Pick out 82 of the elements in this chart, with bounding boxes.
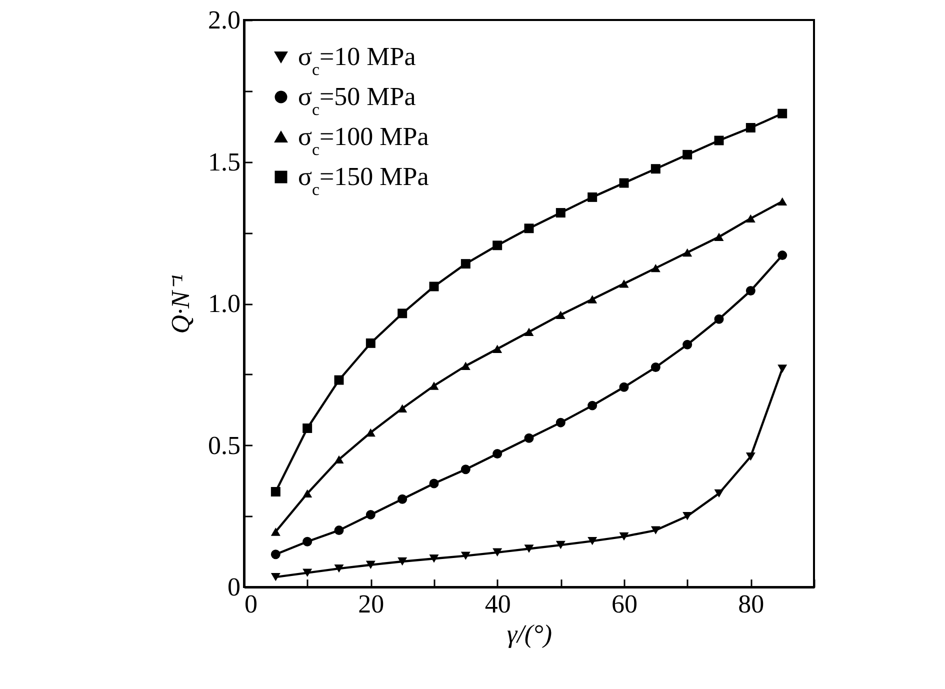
- point: [429, 282, 439, 292]
- point: [334, 564, 344, 573]
- point: [588, 536, 598, 546]
- point: [714, 136, 724, 146]
- point: [650, 362, 660, 372]
- point: [556, 418, 566, 428]
- point: [682, 340, 692, 350]
- point: [429, 382, 439, 390]
- point: [334, 526, 344, 536]
- point: [270, 572, 280, 582]
- y-tick-label: 1.5: [208, 147, 240, 176]
- point: [619, 178, 629, 188]
- legend-label: σ$_{c}$=50 MPa: [298, 82, 416, 118]
- point: [556, 310, 566, 319]
- point: [588, 400, 598, 410]
- point: [650, 164, 660, 174]
- legend-label: σ$_{c}$=100 MPa: [298, 122, 430, 158]
- point: [682, 150, 692, 160]
- point: [366, 338, 376, 348]
- point: [366, 428, 376, 437]
- legend-label: σ$_{c}$=10 MPa: [298, 42, 416, 78]
- point: [398, 308, 408, 318]
- point: [302, 536, 312, 546]
- point: [270, 550, 280, 560]
- point: [398, 404, 408, 413]
- point: [650, 264, 660, 272]
- y-tick-label: 0.5: [208, 430, 240, 460]
- point: [270, 528, 280, 536]
- point: [714, 489, 724, 498]
- point: [778, 364, 788, 373]
- point: [588, 295, 598, 304]
- x-tick-label: 60: [612, 590, 638, 618]
- point: [746, 452, 756, 461]
- x-axis-title: γ/(°): [506, 620, 552, 648]
- point: [524, 328, 534, 336]
- point: [746, 286, 756, 296]
- y-tick-label: 1.0: [208, 289, 240, 318]
- point: [746, 122, 756, 132]
- point: [778, 250, 788, 260]
- point: [650, 526, 660, 534]
- point: [460, 552, 470, 560]
- point: [366, 510, 376, 520]
- y-axis-title: Q·N⁻¹: [166, 274, 195, 334]
- point: [714, 314, 724, 324]
- point: [492, 449, 502, 458]
- point: [619, 382, 629, 392]
- point: [302, 568, 312, 577]
- point: [334, 375, 344, 385]
- point: [492, 344, 502, 353]
- point: [302, 423, 312, 433]
- x-tick-label: 80: [738, 590, 764, 618]
- point: [682, 248, 692, 257]
- point: [492, 548, 502, 557]
- point: [524, 224, 534, 234]
- point: [429, 478, 439, 488]
- point: [460, 464, 470, 474]
- point: [588, 192, 598, 202]
- point: [334, 455, 344, 464]
- point: [778, 197, 788, 206]
- point: [619, 532, 629, 541]
- point: [366, 560, 376, 569]
- point: [556, 540, 566, 550]
- point: [398, 494, 408, 504]
- point: [492, 240, 502, 250]
- point: [460, 259, 470, 269]
- y-tick-label: 2.0: [208, 6, 240, 34]
- point: [778, 108, 788, 118]
- legend-label: σ$_{c}$=150 MPa: [298, 162, 430, 198]
- point: [398, 557, 408, 566]
- x-tick-label: 20: [358, 590, 384, 618]
- x-tick-label: 40: [484, 590, 511, 618]
- point: [714, 232, 724, 241]
- point: [619, 280, 629, 288]
- point: [746, 214, 756, 223]
- point: [524, 544, 534, 553]
- point: [556, 208, 566, 218]
- point: [429, 554, 439, 563]
- point: [524, 433, 534, 443]
- point: [302, 489, 312, 498]
- point: [270, 487, 280, 496]
- point: [682, 512, 692, 520]
- point: [460, 362, 470, 370]
